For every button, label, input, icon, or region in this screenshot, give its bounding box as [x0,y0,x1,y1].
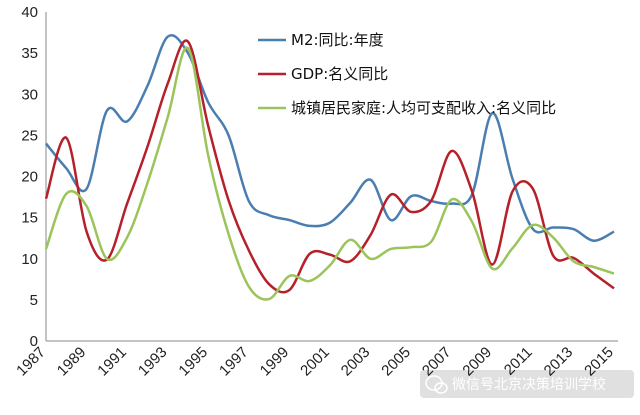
y-tick-label: 10 [21,251,38,268]
x-tick-label: 1991 [94,344,130,380]
x-tick-label: 2005 [378,344,414,380]
x-tick-label: 1993 [135,344,171,380]
x-tick-label: 2003 [338,344,374,380]
series-line-2 [44,39,615,294]
x-tick-label: 1995 [175,344,211,380]
watermark: 微信号北京决策培训学校 [420,370,634,398]
series-lines [44,34,615,301]
legend-label-3: 城镇居民家庭:人均可支配收入:名义同比 [291,99,556,117]
series-line-1 [45,34,615,242]
legend-label-1: M2:同比:年度 [291,31,384,49]
y-tick-label: 30 [21,86,38,103]
x-tick-label: 2001 [297,344,333,380]
y-tick-labels: 0 5 10 15 20 25 30 35 40 [21,4,38,350]
x-tick-label: 1989 [54,344,90,380]
x-tick-label: 1997 [216,344,252,380]
y-tick-label: 40 [21,4,38,21]
watermark-text: 微信号北京决策培训学校 [452,376,606,393]
watermark-background [420,370,634,398]
wechat-icon [425,375,448,394]
y-tick-label: 0 [30,333,38,350]
series-line-3 [44,46,615,301]
legend-label-2: GDP:名义同比 [291,65,388,83]
x-tick-label: 1999 [257,344,293,380]
axes [45,12,618,342]
x-tick-label: 1987 [13,344,49,380]
y-tick-label: 25 [21,127,38,144]
y-tick-label: 20 [21,169,38,186]
y-tick-label: 35 [21,45,38,62]
y-tick-label: 15 [21,210,38,227]
y-tick-label: 5 [30,292,38,309]
